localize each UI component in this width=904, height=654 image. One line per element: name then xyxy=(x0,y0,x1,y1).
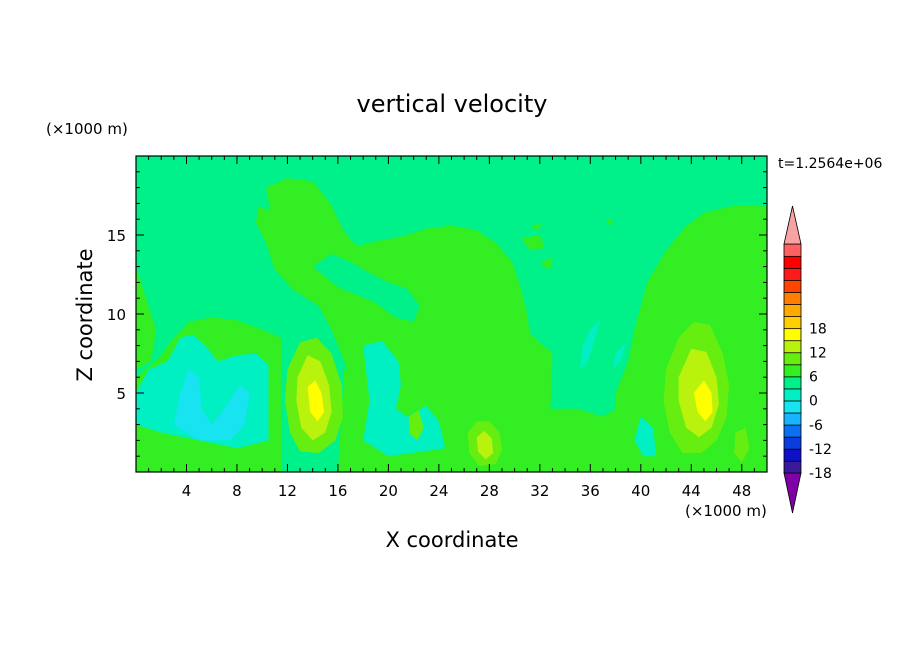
contour-region-right-blue-zone-b xyxy=(613,342,626,370)
contour-region-left-cyan-core xyxy=(173,369,250,441)
colorbar-min-arrow xyxy=(783,472,802,514)
colorbar-band xyxy=(783,388,802,402)
colorbar-band xyxy=(783,364,802,378)
colorbar-tick-label: 12 xyxy=(809,346,827,362)
contour-region-small-warm-blob xyxy=(408,410,424,441)
colorbar-max-arrow xyxy=(783,205,802,245)
colorbar-band xyxy=(783,243,802,257)
colorbar-band xyxy=(783,291,802,305)
contour-region-warm-core-a-inner xyxy=(307,380,324,422)
colorbar-band xyxy=(783,352,802,366)
contour-region-warm-core-c-inner xyxy=(693,380,713,422)
y-tick-label: 15 xyxy=(107,227,126,245)
contour-region-small-blob-c xyxy=(539,257,553,270)
colorbar-band xyxy=(783,303,802,318)
x-axis-ticks: 4 8 12 16 20 24 28 32 36 40 44 48 xyxy=(148,156,755,500)
colorbar-tick-label: -18 xyxy=(809,466,832,482)
y-tick-label: 10 xyxy=(107,306,126,324)
contour-region-upper-left-hole xyxy=(312,254,420,322)
x-tick-label: 16 xyxy=(328,482,347,500)
y-unit-label: (×1000 m) xyxy=(46,120,128,138)
x-tick-label: 4 xyxy=(182,482,192,500)
y-axis-ticks: 5 10 15 xyxy=(107,171,767,457)
colorbar-band xyxy=(783,460,802,474)
contour-region-right-blue-zone-c xyxy=(634,416,656,457)
x-tick-label: 48 xyxy=(732,482,751,500)
colorbar-band xyxy=(783,327,802,342)
colorbar-band xyxy=(783,400,802,414)
y-tick-label: 5 xyxy=(116,385,126,403)
x-tick-label: 20 xyxy=(379,482,398,500)
colorbar-tick-label: -6 xyxy=(809,418,823,434)
y-axis-label: Z coordinate xyxy=(73,248,97,381)
chart-title: vertical velocity xyxy=(357,90,548,118)
colorbar-band xyxy=(783,436,802,450)
colorbar-tick-label: 0 xyxy=(809,394,818,410)
colorbar-band xyxy=(783,448,802,462)
contour-region-mid-blue-zone xyxy=(363,340,446,457)
contour-region-small-blob-b xyxy=(520,235,545,251)
contour-region-small-blob-d xyxy=(605,219,613,226)
colorbar-band xyxy=(783,376,802,390)
x-tick-label: 8 xyxy=(232,482,242,500)
annotation-time: t=1.2564e+06 xyxy=(778,156,882,172)
x-tick-label: 44 xyxy=(682,482,701,500)
colorbar-band xyxy=(783,412,802,426)
x-tick-label: 40 xyxy=(631,482,650,500)
x-tick-label: 24 xyxy=(429,482,448,500)
colorbar-band xyxy=(783,340,802,354)
contour-region-left-edge-band xyxy=(136,266,157,370)
contour-region-right-blue-zone-a xyxy=(580,318,601,370)
colorbar-band xyxy=(783,267,802,281)
x-unit-label: (×1000 m) xyxy=(685,502,767,520)
contour-region-small-blob-a xyxy=(529,223,543,231)
colorbar-band xyxy=(783,279,802,293)
colorbar-band xyxy=(783,315,802,330)
x-tick-label: 12 xyxy=(278,482,297,500)
colorbar-tick-label: 6 xyxy=(809,370,818,386)
x-axis-label: X coordinate xyxy=(385,528,518,552)
colorbar-tick-label: 18 xyxy=(809,321,827,337)
x-tick-label: 28 xyxy=(480,482,499,500)
colorbar-band xyxy=(783,424,802,438)
colorbar-band xyxy=(783,255,802,269)
contour-region-warm-core-b-inner xyxy=(476,430,494,460)
colorbar-tick-label: -12 xyxy=(809,442,832,458)
contour-region-warm-core-d xyxy=(734,427,750,463)
contour-field xyxy=(136,156,767,472)
x-tick-label: 32 xyxy=(530,482,549,500)
x-tick-label: 36 xyxy=(581,482,600,500)
colorbar: 18 12 6 0 -6 -12 -18 xyxy=(783,205,832,514)
